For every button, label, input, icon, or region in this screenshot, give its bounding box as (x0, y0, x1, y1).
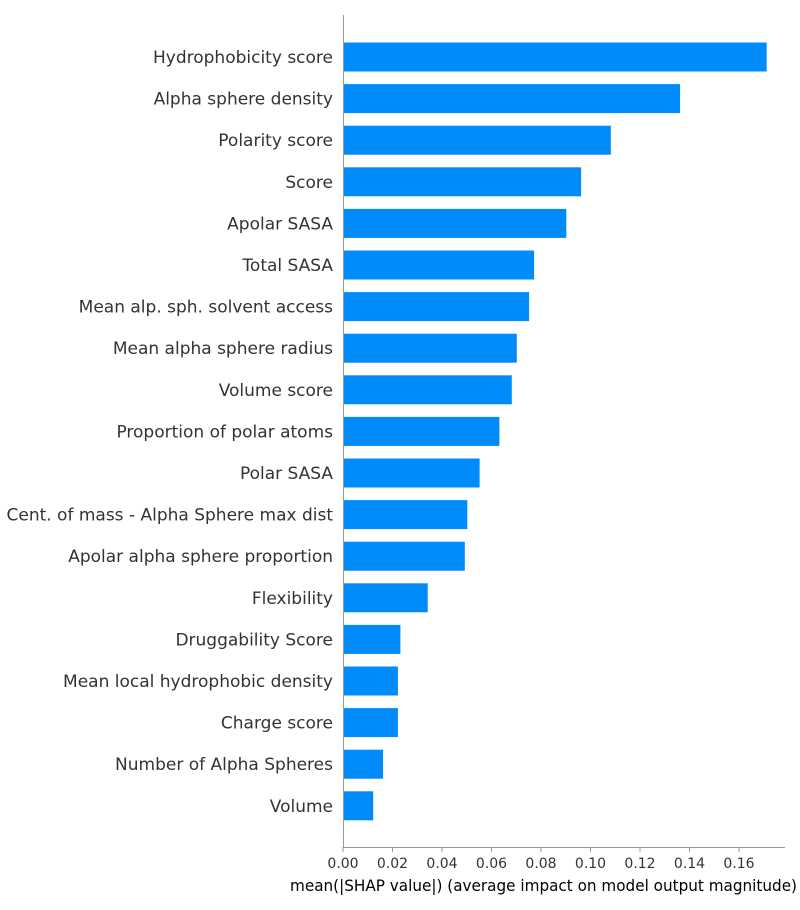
category-label: Polar SASA (240, 464, 333, 484)
category-label: Mean alp. sph. solvent access (79, 298, 333, 318)
x-tick-label: 0.02 (377, 856, 408, 872)
category-label: Flexibility (252, 589, 333, 609)
bar (343, 749, 384, 779)
x-tick-label: 0.16 (723, 856, 754, 872)
bar (343, 42, 767, 72)
category-label: Number of Alpha Spheres (115, 755, 333, 775)
category-labels: Hydrophobicity score Alpha sphere density… (6, 48, 333, 817)
category-label: Mean local hydrophobic density (63, 672, 333, 692)
x-axis-title: mean(|SHAP value|) (average impact on mo… (290, 876, 797, 895)
bar (343, 458, 480, 488)
x-tick-label: 0.14 (674, 856, 705, 872)
bar (343, 250, 535, 280)
category-label: Mean alpha sphere radius (113, 339, 333, 359)
category-label: Druggability Score (175, 630, 333, 650)
bar (343, 375, 512, 405)
category-label: Apolar alpha sphere proportion (68, 547, 333, 567)
bars-layer (343, 42, 767, 821)
bar (343, 500, 468, 530)
category-label: Alpha sphere density (154, 90, 333, 110)
bar (343, 583, 428, 613)
bar (343, 708, 398, 738)
x-axis-ticks: 0.00 0.02 0.04 0.06 0.08 0.10 0.12 0.14 0.16 (327, 847, 755, 872)
bar (343, 416, 500, 446)
bar (343, 791, 374, 821)
x-tick-label: 0.06 (476, 856, 507, 872)
bar (343, 208, 567, 238)
category-label: Score (285, 173, 333, 193)
category-label: Proportion of polar atoms (116, 422, 333, 442)
category-label: Polarity score (218, 131, 333, 151)
x-tick-label: 0.12 (624, 856, 655, 872)
category-label: Apolar SASA (227, 214, 333, 234)
x-tick-label: 0.00 (327, 856, 358, 872)
bar (343, 292, 530, 322)
category-label: Cent. of mass - Alpha Sphere max dist (6, 506, 333, 526)
bar (343, 167, 582, 197)
bar (343, 624, 401, 654)
bar (343, 666, 398, 696)
bar (343, 333, 517, 363)
x-tick-label: 0.08 (525, 856, 556, 872)
category-label: Hydrophobicity score (153, 48, 333, 68)
x-tick-label: 0.10 (575, 856, 606, 872)
bar (343, 84, 681, 114)
category-label: Volume (270, 797, 333, 817)
bar (343, 541, 465, 571)
x-tick-label: 0.04 (426, 856, 457, 872)
category-label: Volume score (219, 381, 333, 401)
bar (343, 125, 611, 155)
category-label: Total SASA (241, 256, 333, 276)
category-label: Charge score (221, 714, 333, 734)
